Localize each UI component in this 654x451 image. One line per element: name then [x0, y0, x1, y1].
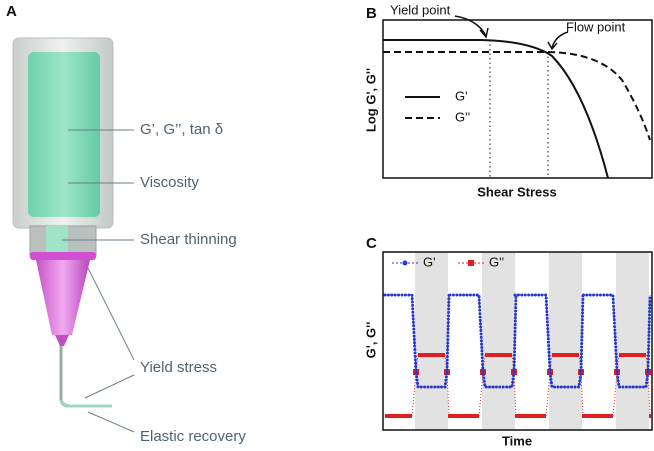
legend-marker [402, 260, 408, 266]
panel-label: A [6, 3, 17, 20]
bands [415, 252, 649, 430]
legend-label: G'' [489, 254, 504, 269]
syringe [12, 37, 114, 408]
y-axis-label: G', G'' [363, 322, 378, 359]
shaded-band [482, 252, 515, 430]
panel-label: B [366, 5, 377, 22]
plot-frame [382, 251, 653, 431]
annotation: Yield point [390, 2, 451, 17]
x-axis-label: Time [502, 433, 532, 448]
panel-label: C [366, 235, 377, 252]
legend-label: G' [423, 254, 436, 269]
legend-label: G'' [455, 109, 470, 124]
legend-label: G' [455, 88, 468, 103]
x-axis-label: Shear Stress [477, 184, 557, 199]
annotation: Yield stress [140, 359, 217, 376]
annotation: Flow point [566, 19, 626, 34]
arrow [547, 31, 569, 51]
arrow [454, 15, 489, 39]
shaded-band [415, 252, 448, 430]
annotation: G’, G’’, tan δ [140, 121, 223, 138]
curve-g-prime [383, 39, 609, 179]
shaded-band [549, 252, 582, 430]
annotation: Elastic recovery [140, 428, 246, 445]
plot-frame [382, 19, 653, 179]
annotation: Viscosity [140, 174, 199, 191]
annotation: Shear thinning [140, 231, 237, 248]
y-axis-label: Log G', G'' [363, 68, 378, 132]
leader-lines [62, 129, 135, 433]
shaded-band [616, 252, 649, 430]
series [383, 293, 652, 418]
legend-marker [468, 260, 474, 266]
g-prime-dots [383, 293, 652, 389]
curve-g-double-prime [383, 51, 651, 141]
